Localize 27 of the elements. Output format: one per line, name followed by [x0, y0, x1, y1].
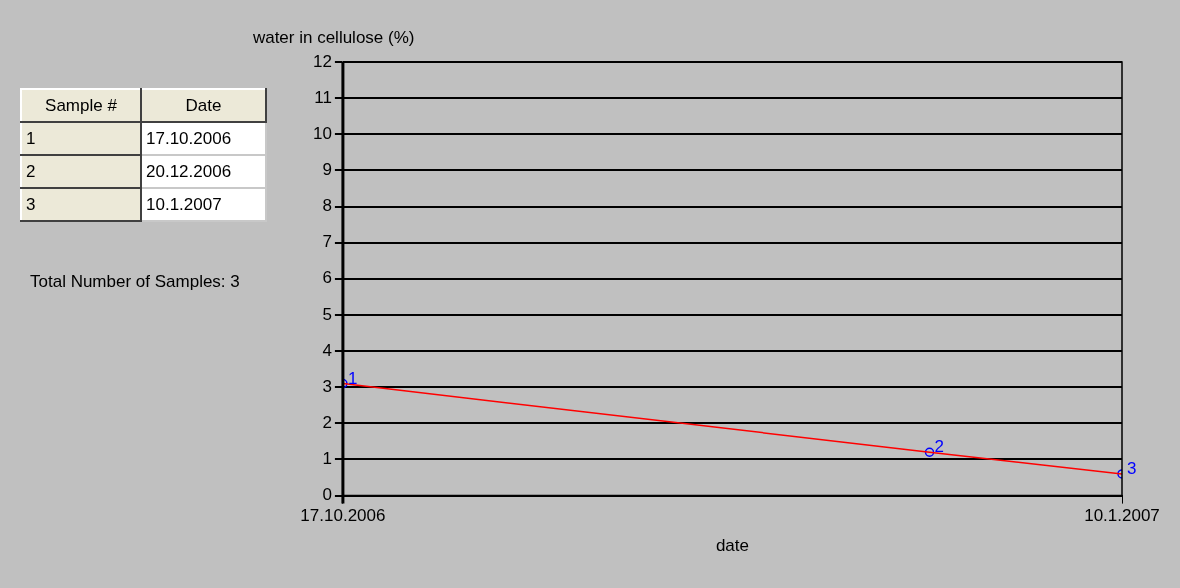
- y-tick-label: 5: [322, 304, 332, 324]
- y-tick-label: 12: [312, 51, 332, 71]
- y-tick-label: 10: [312, 123, 332, 143]
- text: 2: [21, 155, 141, 188]
- text: 17.10.2006: [141, 122, 266, 155]
- y-tick-label: 9: [322, 160, 332, 180]
- y-tick-label: 4: [322, 340, 332, 360]
- x-axis-title: date: [715, 535, 749, 555]
- annotation: 1: [347, 368, 358, 388]
- y-tick-label: 8: [322, 196, 332, 216]
- y-tick-label: 1: [322, 449, 332, 469]
- text: Date: [141, 89, 266, 122]
- text: Sample #: [21, 89, 141, 122]
- text: Total Number of Samples: 3: [30, 272, 240, 292]
- y-tick-label: 7: [322, 232, 332, 252]
- y-tick-label: 6: [322, 268, 332, 288]
- text: 1: [21, 122, 141, 155]
- y-tick-label: 11: [314, 87, 332, 107]
- y-axis-title: water in cellulose (%): [251, 28, 415, 47]
- annotation: 3: [1127, 459, 1137, 479]
- y-tick-label: 2: [322, 413, 332, 433]
- text: 3: [21, 188, 141, 221]
- text: 20.12.2006: [141, 155, 266, 188]
- y-tick-label: 3: [322, 376, 332, 396]
- text: 10.1.2007: [141, 188, 266, 221]
- y-tick-label: 0: [322, 485, 332, 505]
- annotation: 2: [934, 437, 944, 457]
